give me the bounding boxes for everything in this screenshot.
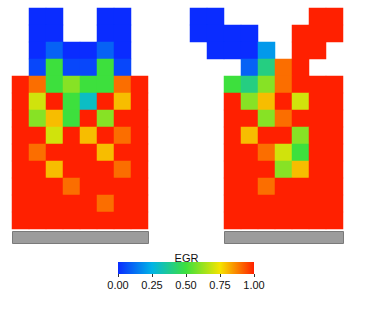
svg-text:0.25: 0.25 bbox=[141, 279, 162, 291]
svg-text:EGR: EGR bbox=[175, 252, 199, 264]
svg-text:0.75: 0.75 bbox=[209, 279, 230, 291]
svg-text:0.50: 0.50 bbox=[175, 279, 196, 291]
svg-text:1.00: 1.00 bbox=[243, 279, 264, 291]
svg-text:0.00: 0.00 bbox=[107, 279, 128, 291]
